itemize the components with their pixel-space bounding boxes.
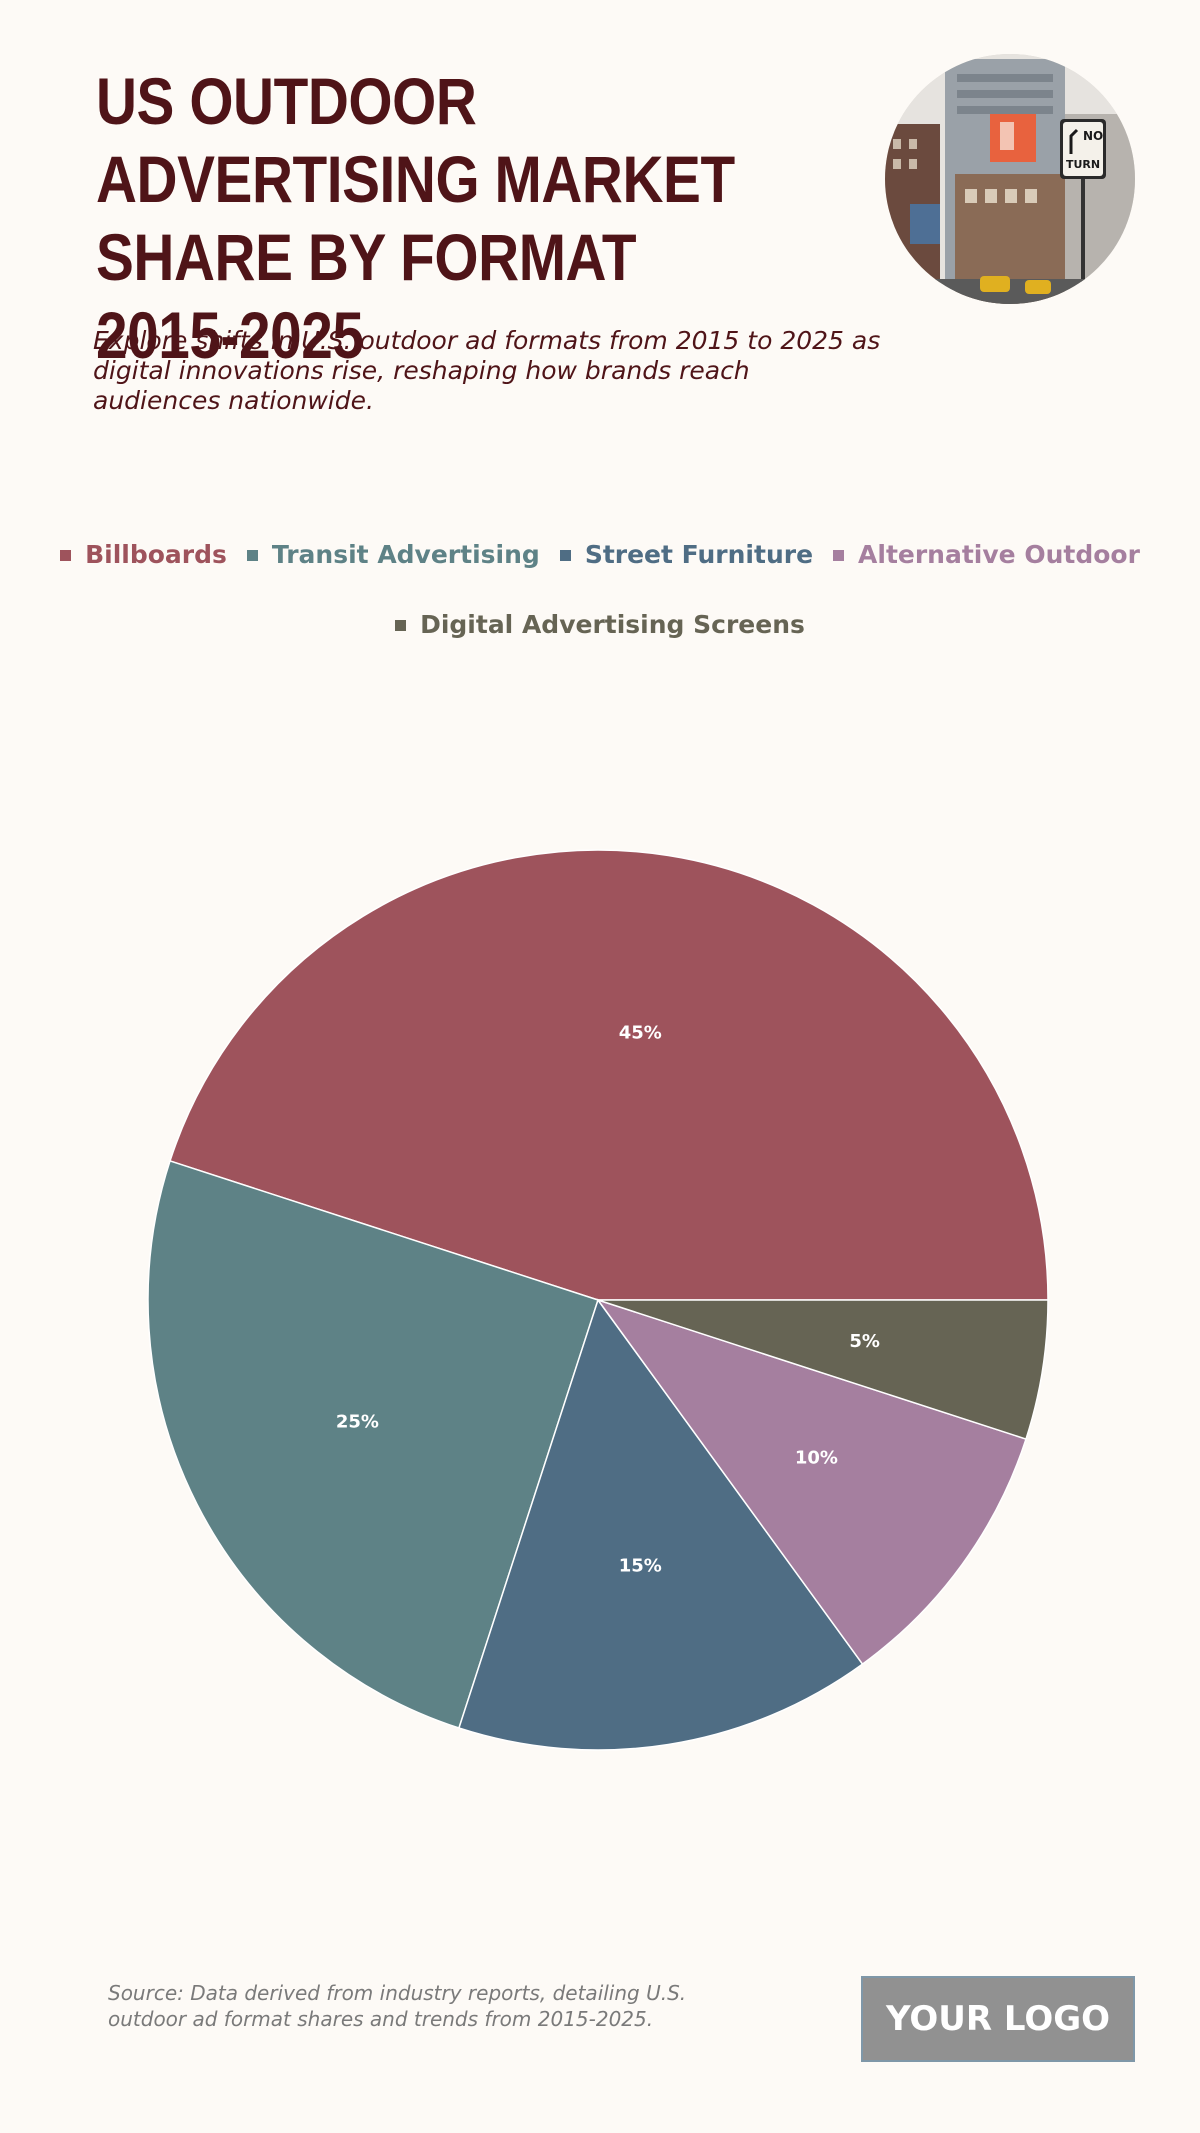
legend-swatch xyxy=(246,549,258,561)
legend-label: Street Furniture xyxy=(584,540,814,569)
legend-item-billboards[interactable]: Billboards xyxy=(60,540,227,570)
pie-slice-billboards[interactable] xyxy=(169,849,1049,1301)
pie-slice-alternative-outdoor[interactable] xyxy=(596,1298,1027,1666)
source-note: Source: Data derived from industry repor… xyxy=(108,1981,687,2031)
legend-swatch xyxy=(395,619,407,631)
page-title: US OUTDOOR ADVERTISING MARKET SHARE BY F… xyxy=(96,64,735,372)
legend-item-digital-advertising-screens[interactable]: Digital Advertising Screens xyxy=(395,610,805,640)
legend-swatch xyxy=(60,549,72,561)
legend-label: Billboards xyxy=(85,540,227,569)
legend-swatch xyxy=(833,549,845,561)
pie-slice-digital-advertising-screens[interactable] xyxy=(597,1299,1049,1441)
svg-text:TURN: TURN xyxy=(1066,158,1100,171)
pie-slice-transit-advertising[interactable] xyxy=(147,1159,599,1729)
data-label: 45% xyxy=(619,1022,662,1043)
legend-item-alternative-outdoor[interactable]: Alternative Outdoor xyxy=(833,540,1140,570)
legend-label: Digital Advertising Screens xyxy=(420,610,805,639)
legend-item-transit-advertising[interactable]: Transit Advertising xyxy=(246,540,540,570)
city-photo-icon: NO TURN xyxy=(885,54,1135,304)
pie-chart: 45% 25% 15% 10% 5% xyxy=(147,849,1049,1751)
legend-swatch xyxy=(559,549,571,561)
logo-placeholder: YOUR LOGO xyxy=(861,1976,1135,2062)
data-label: 25% xyxy=(336,1412,379,1433)
legend-label: Alternative Outdoor xyxy=(858,540,1140,569)
legend-item-street-furniture[interactable]: Street Furniture xyxy=(559,540,814,570)
pie-slice-street-furniture[interactable] xyxy=(457,1298,864,1751)
legend-label: Transit Advertising xyxy=(271,540,540,569)
chart-legend: Billboards Transit Advertising Street Furn… xyxy=(60,540,1140,640)
data-label: 5% xyxy=(849,1331,880,1352)
data-label: 10% xyxy=(795,1448,838,1469)
svg-text:NO: NO xyxy=(1083,129,1103,143)
data-label: 15% xyxy=(619,1556,662,1577)
city-street-illustration: NO TURN xyxy=(885,54,1135,304)
page-subtitle: Explore shifts in U.S. outdoor ad format… xyxy=(93,326,881,415)
